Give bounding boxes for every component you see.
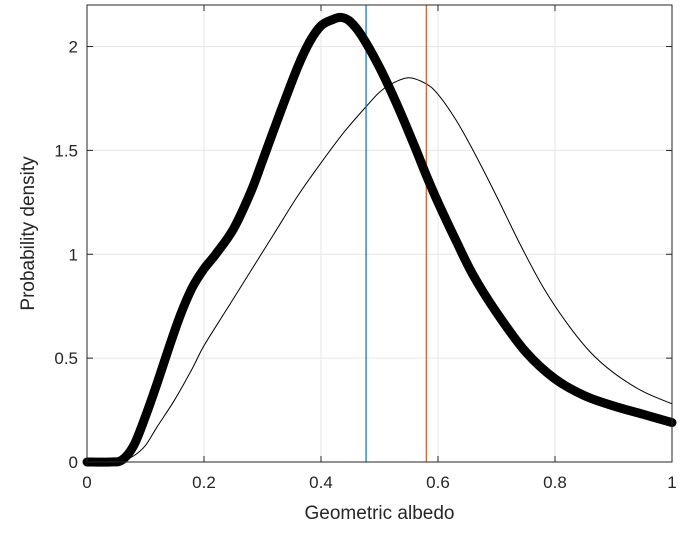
- y-axis-label: Probability density: [18, 156, 39, 311]
- axes-box: [86, 4, 673, 463]
- plot-area: [82, 5, 677, 467]
- x-tick-label: 1: [667, 473, 676, 492]
- y-tick-label: 1: [69, 245, 78, 264]
- y-tick-label: 2: [69, 38, 78, 57]
- thin-density-curve: [86, 77, 673, 463]
- x-tick-label: 0.2: [192, 473, 216, 492]
- x-tick-label: 0: [82, 473, 91, 492]
- x-axis-label: Geometric albedo: [305, 503, 455, 524]
- y-tick-label: 0.5: [54, 349, 78, 368]
- y-tick-label: 0: [69, 453, 78, 472]
- ticks: 0 0.2 0.4 0.6 0.8 1 0 0.5 1 1.5 2: [54, 5, 677, 492]
- y-tick-label: 1.5: [54, 141, 78, 160]
- x-tick-label: 0.8: [543, 473, 567, 492]
- x-tick-label: 0.4: [309, 473, 333, 492]
- thick-density-curve: [82, 12, 677, 467]
- x-tick-label: 0.6: [426, 473, 450, 492]
